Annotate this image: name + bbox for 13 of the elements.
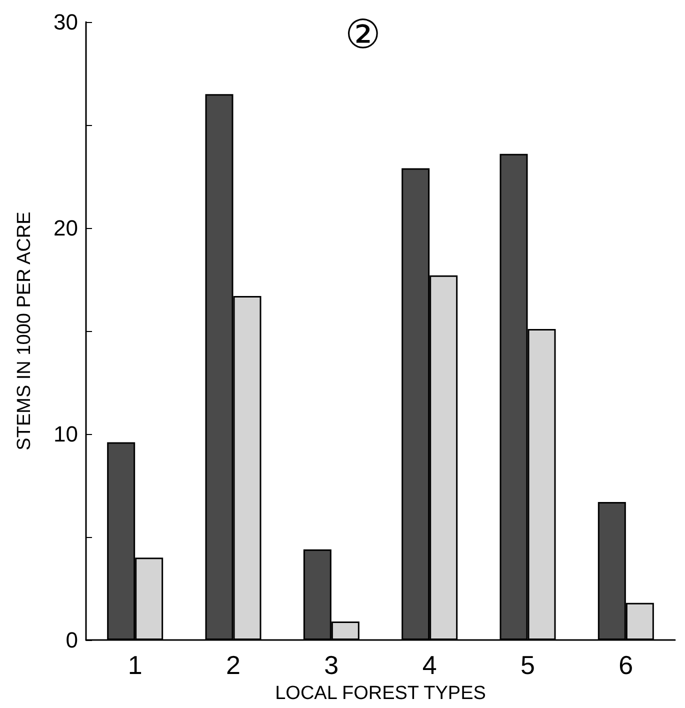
x-tick-label: 6 (618, 650, 634, 680)
x-axis-title: LOCAL FOREST TYPES (275, 683, 486, 704)
y-axis-title: STEMS IN 1000 PER ACRE (14, 212, 35, 450)
y-tick-label: 20 (54, 216, 78, 240)
y-tick-label: 0 (66, 628, 78, 652)
y-tick-label: 10 (54, 422, 78, 446)
x-tick-label: 5 (520, 650, 535, 680)
x-tick-label: 3 (324, 650, 339, 680)
chart-title: ② (345, 13, 381, 57)
x-tick-label: 2 (226, 650, 240, 680)
x-tick-label: 1 (128, 650, 142, 680)
y-tick-label: 30 (54, 10, 78, 34)
x-tick-label: 4 (422, 650, 437, 680)
